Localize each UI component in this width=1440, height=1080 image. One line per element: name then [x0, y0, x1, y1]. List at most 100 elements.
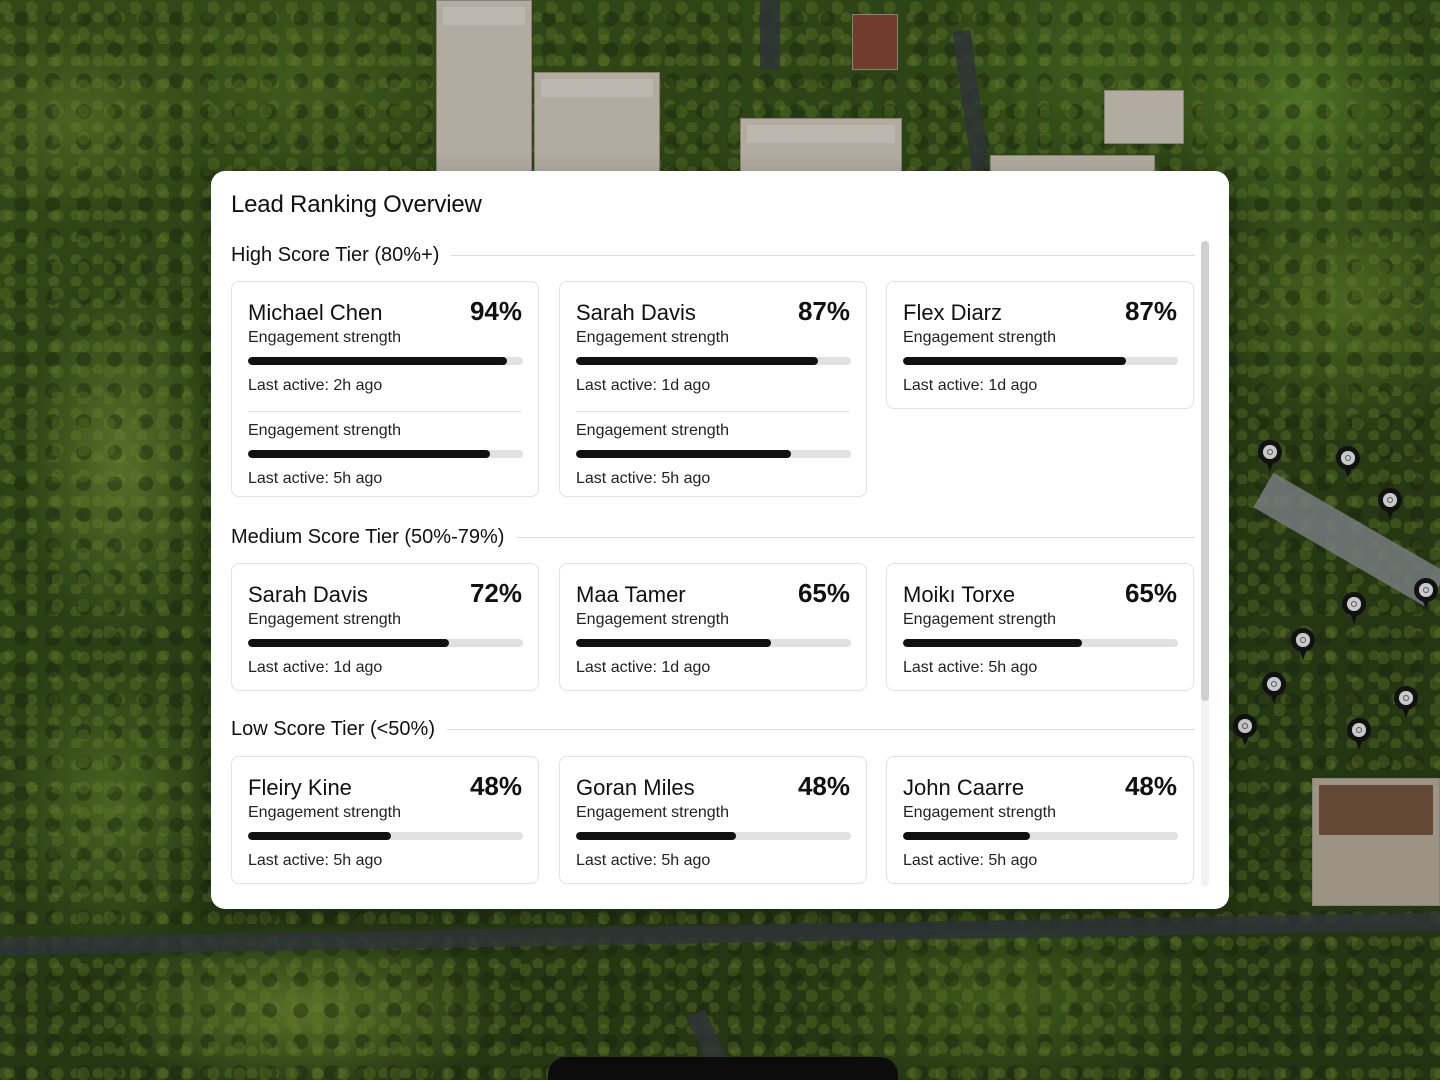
last-active: Last active: 1d ago: [576, 659, 711, 676]
lead-name: Sarah Davis: [248, 582, 368, 607]
lead-score: 65%: [1124, 578, 1177, 608]
tier-title: Low Score Tier (<50%): [231, 717, 435, 740]
tier-scroll-area[interactable]: High Score Tier (80%+) Michael Chen 94% …: [231, 241, 1195, 901]
metric-label: Engagement strength: [903, 611, 1056, 628]
metric-label: Engagement strength: [248, 804, 401, 821]
lead-card[interactable]: Maa Tamer 65% Engagement strength Last a…: [559, 563, 867, 691]
engagement-bar-fill: [576, 639, 772, 647]
last-active: Last active: 1d ago: [576, 377, 711, 394]
lead-name: Moikı Torxe: [903, 582, 1016, 607]
map-pin-icon[interactable]: [1233, 714, 1257, 746]
lead-card[interactable]: Moikı Torxe 65% Engagement strength Last…: [886, 563, 1194, 691]
last-active: Last active: 5h ago: [248, 470, 383, 487]
engagement-bar-fill: [576, 357, 818, 365]
tier-title: Medium Score Tier (50%-79%): [231, 525, 505, 548]
engagement-bar-fill: [903, 639, 1082, 647]
engagement-bar: [576, 450, 851, 458]
engagement-bar: [576, 357, 851, 365]
card-divider: [576, 411, 850, 412]
lead-name: Flex Diarz: [903, 300, 1003, 325]
last-active: Last active: 2h ago: [248, 377, 383, 394]
last-active: Last active: 5h ago: [576, 470, 711, 487]
map-pin-icon[interactable]: [1258, 440, 1282, 472]
metric-label: Engagement strength: [576, 611, 729, 628]
tier-header: Low Score Tier (<50%): [231, 715, 1195, 743]
last-active: Last active: 5h ago: [903, 852, 1038, 869]
engagement-bar: [248, 450, 523, 458]
tier-section-low: Low Score Tier (<50%) Fleiry Kine 48% En…: [231, 715, 1195, 884]
tier-divider: [446, 728, 1195, 730]
metric-label: Engagement strength: [576, 804, 729, 821]
bottom-toolbar[interactable]: [548, 1057, 898, 1080]
map-pin-icon[interactable]: [1291, 628, 1315, 660]
lead-name: John Caarre: [903, 775, 1025, 800]
lead-name: Sarah Davis: [576, 300, 696, 325]
engagement-bar: [576, 832, 851, 840]
metric-label: Engagement strength: [248, 329, 401, 346]
tier-section-medium: Medium Score Tier (50%-79%) Sarah Davis …: [231, 523, 1195, 691]
metric-label: Engagement strength: [248, 422, 401, 439]
lead-score: 87%: [797, 296, 850, 326]
map-pin-icon[interactable]: [1347, 718, 1371, 750]
lead-name: Michael Chen: [248, 300, 383, 325]
engagement-bar: [903, 639, 1178, 647]
map-road: [760, 0, 780, 70]
last-active: Last active: 1d ago: [903, 377, 1038, 394]
lead-card[interactable]: John Caarre 48% Engagement strength Last…: [886, 756, 1194, 884]
engagement-bar-fill: [248, 450, 490, 458]
tier-divider: [516, 536, 1195, 538]
map-pin-icon[interactable]: [1336, 446, 1360, 478]
metric-label: Engagement strength: [903, 804, 1056, 821]
lead-score: 87%: [1124, 296, 1177, 326]
engagement-bar-fill: [903, 832, 1030, 840]
scrollbar-thumb[interactable]: [1201, 241, 1209, 701]
last-active: Last active: 5h ago: [576, 852, 711, 869]
tier-header: Medium Score Tier (50%-79%): [231, 523, 1195, 551]
metric-label: Engagement strength: [903, 329, 1056, 346]
map-pin-icon[interactable]: [1342, 592, 1366, 624]
last-active: Last active: 5h ago: [903, 659, 1038, 676]
lead-score: 48%: [797, 771, 850, 801]
lead-name: Maa Tamer: [576, 582, 686, 607]
tier-title: High Score Tier (80%+): [231, 243, 440, 266]
last-active: Last active: 1d ago: [248, 659, 383, 676]
engagement-bar-fill: [248, 639, 449, 647]
engagement-bar: [576, 639, 851, 647]
lead-score: 48%: [469, 771, 522, 801]
map-pin-icon[interactable]: [1262, 672, 1286, 704]
lead-card[interactable]: Sarah Davis 72% Engagement strength Last…: [231, 563, 539, 691]
engagement-bar-fill: [248, 357, 507, 365]
engagement-bar: [903, 357, 1178, 365]
lead-card[interactable]: Flex Diarz 87% Engagement strength Last …: [886, 281, 1194, 409]
map-pin-icon[interactable]: [1414, 578, 1438, 610]
engagement-bar: [248, 639, 523, 647]
engagement-bar: [248, 832, 523, 840]
lead-card[interactable]: Michael Chen 94% Engagement strength Las…: [231, 281, 539, 497]
map-building: [740, 118, 902, 172]
tier-divider: [451, 254, 1195, 256]
map-pin-icon[interactable]: [1378, 488, 1402, 520]
metric-label: Engagement strength: [576, 329, 729, 346]
engagement-bar-fill: [576, 450, 791, 458]
card-divider: [248, 411, 522, 412]
map-pin-icon[interactable]: [1394, 686, 1418, 718]
lead-card[interactable]: Fleiry Kine 48% Engagement strength Last…: [231, 756, 539, 884]
engagement-bar: [903, 832, 1178, 840]
lead-card[interactable]: Sarah Davis 87% Engagement strength Last…: [559, 281, 867, 497]
map-building: [1104, 90, 1184, 144]
lead-card[interactable]: Goran Miles 48% Engagement strength Last…: [559, 756, 867, 884]
engagement-bar-fill: [903, 357, 1126, 365]
panel-title: Lead Ranking Overview: [231, 191, 482, 218]
engagement-bar: [248, 357, 523, 365]
tier-header: High Score Tier (80%+): [231, 241, 1195, 269]
lead-name: Fleiry Kine: [248, 775, 352, 800]
lead-score: 48%: [1124, 771, 1177, 801]
last-active: Last active: 5h ago: [248, 852, 383, 869]
lead-name: Goran Miles: [576, 775, 695, 800]
panel-scrollbar[interactable]: [1201, 241, 1209, 886]
tier-section-high: High Score Tier (80%+) Michael Chen 94% …: [231, 241, 1195, 497]
lead-ranking-panel: Lead Ranking Overview High Score Tier (8…: [211, 171, 1229, 909]
metric-label: Engagement strength: [576, 422, 729, 439]
lead-score: 94%: [469, 296, 522, 326]
lead-score: 65%: [797, 578, 850, 608]
